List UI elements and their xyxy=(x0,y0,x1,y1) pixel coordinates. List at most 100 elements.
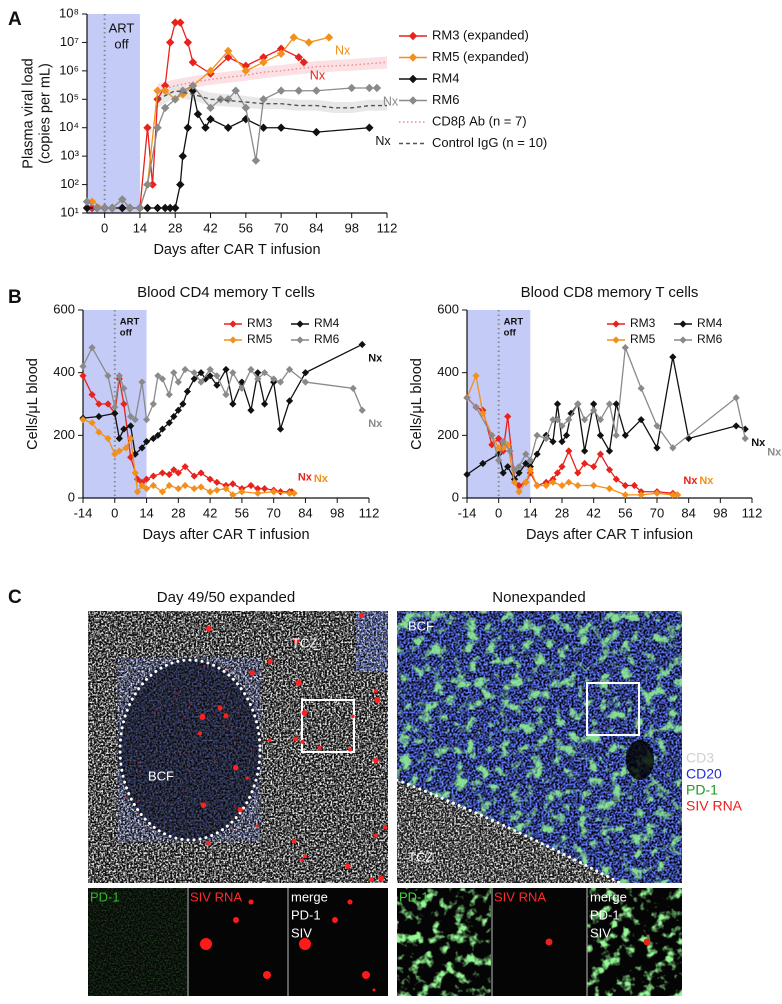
data-point xyxy=(612,400,620,408)
data-point xyxy=(160,81,170,90)
data-point xyxy=(741,434,749,443)
data-point xyxy=(108,203,117,213)
data-point xyxy=(605,485,614,493)
chart-title: Blood CD4 memory T cells xyxy=(137,284,315,301)
series-line xyxy=(157,61,388,92)
x-tick-label: -14 xyxy=(74,505,93,520)
siv-dot xyxy=(245,776,249,780)
data-point xyxy=(165,481,173,490)
siv-dot xyxy=(301,709,308,716)
data-point xyxy=(499,444,507,452)
legend-label: RM3 xyxy=(630,316,656,330)
stain-label: CD20 xyxy=(686,766,722,782)
y-tick-label: 10⁴ xyxy=(59,119,79,134)
data-point xyxy=(254,369,262,377)
data-point xyxy=(472,372,480,380)
legend-marker xyxy=(612,320,620,328)
siv-dot xyxy=(217,705,223,711)
siv-dot xyxy=(232,764,239,771)
data-point xyxy=(127,434,135,443)
data-point xyxy=(259,58,268,67)
data-point xyxy=(558,463,566,471)
data-point xyxy=(553,400,562,408)
roi-box xyxy=(301,699,355,753)
data-point xyxy=(135,203,145,213)
data-point xyxy=(149,481,157,490)
x-tick-label: 112 xyxy=(742,505,763,520)
legend-label: RM5 (expanded) xyxy=(432,49,529,64)
data-point xyxy=(549,478,557,486)
data-point xyxy=(565,478,573,486)
data-point xyxy=(637,384,645,392)
y-tick-label: 0 xyxy=(452,489,459,504)
data-point xyxy=(260,485,269,493)
data-point xyxy=(143,180,152,189)
data-point xyxy=(565,416,573,424)
data-point xyxy=(479,409,487,417)
siv-dot xyxy=(267,738,272,742)
data-point xyxy=(285,365,294,374)
data-point xyxy=(142,475,151,483)
data-point xyxy=(142,416,151,424)
siv-dot xyxy=(373,689,378,693)
data-point xyxy=(143,123,152,132)
panel-letter: B xyxy=(8,287,22,308)
data-point xyxy=(111,409,119,417)
data-point xyxy=(510,478,519,486)
siv-dot xyxy=(359,612,365,619)
data-point xyxy=(741,425,749,433)
shade-label: off xyxy=(120,328,133,339)
data-point xyxy=(188,86,198,95)
data-point xyxy=(304,38,314,47)
data-point xyxy=(533,431,541,439)
data-point xyxy=(160,86,170,95)
data-point xyxy=(118,203,127,213)
data-point xyxy=(138,378,146,386)
siv-dot xyxy=(174,697,177,700)
data-point xyxy=(621,491,629,499)
pd1-inset xyxy=(587,888,682,996)
data-point xyxy=(138,481,146,490)
data-point xyxy=(206,372,214,380)
data-point xyxy=(165,391,173,399)
data-point xyxy=(154,372,162,380)
x-tick-label: 14 xyxy=(523,505,537,520)
inset-label: SIV xyxy=(590,925,611,940)
siv-dot xyxy=(294,638,300,644)
x-tick-label: 28 xyxy=(555,505,569,520)
inset-label: merge xyxy=(291,889,328,904)
panel-letter: C xyxy=(8,587,22,608)
data-point xyxy=(104,400,112,408)
data-point xyxy=(100,203,109,213)
siv-dot xyxy=(183,715,186,718)
data-point xyxy=(515,488,523,496)
data-point xyxy=(131,416,139,424)
micrograph xyxy=(88,611,388,883)
siv-dot xyxy=(225,667,228,670)
data-point xyxy=(526,456,534,464)
confidence-band xyxy=(157,84,387,113)
siv-dot xyxy=(345,863,351,869)
data-point xyxy=(143,203,152,213)
data-point xyxy=(176,180,185,189)
legend-marker xyxy=(408,96,418,105)
data-point xyxy=(301,378,310,386)
data-point xyxy=(637,416,645,424)
data-point xyxy=(522,459,530,468)
data-point xyxy=(111,450,119,458)
end-label: Nx xyxy=(310,69,326,83)
y-axis-label: Cells/μL blood xyxy=(25,358,41,450)
siv-dot xyxy=(237,807,243,813)
legend-label: RM4 xyxy=(314,316,340,330)
x-tick-label: 56 xyxy=(618,505,632,520)
data-point xyxy=(612,475,620,483)
data-point xyxy=(88,344,96,352)
siv-dot xyxy=(218,705,221,707)
x-tick-label: 98 xyxy=(344,220,358,235)
inset-label: merge xyxy=(590,889,627,904)
siv-dot xyxy=(643,938,651,946)
data-point xyxy=(653,422,661,430)
data-point xyxy=(463,470,471,479)
data-point xyxy=(133,488,142,496)
